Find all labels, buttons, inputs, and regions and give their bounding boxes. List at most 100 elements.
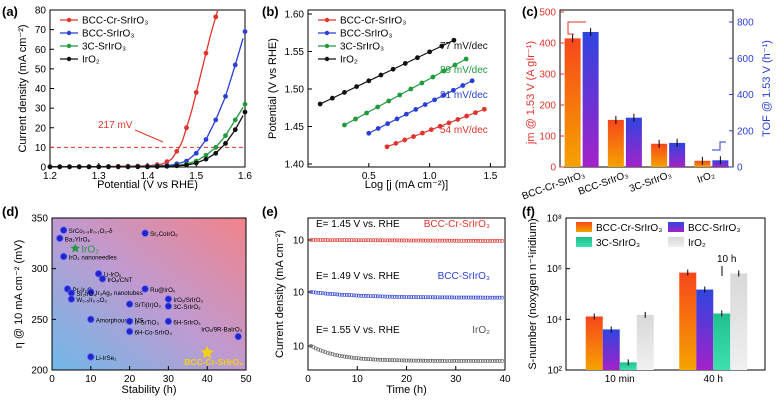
tafel-marker (408, 86, 414, 92)
axes-frame (559, 9, 734, 168)
stability-marker (495, 295, 500, 300)
stability-marker (478, 295, 483, 300)
category-label: BCC-Cr-SrIrO₃ (521, 169, 587, 202)
stability-marker (442, 238, 447, 243)
stability-marker (392, 294, 397, 299)
stability-marker (497, 359, 502, 363)
stability-marker (352, 293, 356, 298)
bar-s-number (636, 314, 654, 370)
stability-marker (416, 238, 421, 243)
literature-point-label: W₀.₅Ir₀.₅O₃ (76, 297, 107, 304)
literature-point-label: 6H-SrIrO₃ (173, 319, 201, 326)
stability-marker (449, 238, 454, 243)
x-tick-label: 1.3 (92, 171, 106, 182)
stability-marker (392, 358, 397, 363)
legend-label: 3C-SrIrO₃ (340, 42, 384, 53)
stability-marker (433, 238, 438, 243)
stability-marker (375, 294, 380, 299)
stability-marker (488, 238, 492, 243)
series-marker (232, 62, 238, 68)
tafel-marker (413, 106, 419, 112)
stability-marker (461, 295, 466, 300)
stability-marker (385, 294, 390, 299)
stability-marker (426, 238, 430, 243)
stability-marker (473, 295, 478, 300)
stability-marker (430, 295, 435, 300)
y-tick-label: 20 (35, 123, 47, 134)
stability-marker (440, 295, 445, 300)
axis-indicator-left (567, 21, 586, 35)
tafel-marker (366, 78, 372, 84)
stability-marker (332, 352, 337, 357)
stability-marker (399, 358, 404, 363)
tafel-marker (342, 122, 347, 128)
tafel-slope-label: 77 mV/dec (440, 41, 488, 52)
literature-point-label: Ir₃Ag₃ nanotubes (96, 290, 143, 297)
category-label: 40 h (704, 374, 723, 385)
tafel-marker (397, 92, 403, 98)
stability-marker (318, 348, 323, 353)
literature-point-label: SrCo₀.₉Ir₀.₁O₃-δ (69, 228, 113, 235)
x-tick-label: 1.6 (238, 171, 252, 182)
x-tick-label: 40 (202, 374, 214, 385)
x-tick-label: 1.4 (141, 171, 155, 182)
tafel-marker (422, 102, 428, 108)
stability-marker (390, 358, 395, 363)
series-marker (145, 164, 150, 170)
stability-marker (471, 238, 476, 243)
stability-marker (478, 359, 483, 363)
panel-label: (c) (522, 4, 538, 19)
legend-label: IrO₂ (688, 238, 706, 249)
stability-marker (340, 238, 344, 243)
literature-point-label: IrOₓ/9R-BaIrO₃ (201, 327, 242, 334)
tafel-marker (364, 110, 369, 116)
y-tick-label: 40 (35, 84, 47, 95)
panel-label: (a) (2, 4, 18, 19)
stability-marker (340, 354, 344, 359)
literature-point (141, 229, 149, 237)
literature-point-label: Ru@IrOₓ (150, 287, 176, 294)
literature-point-label: IrO₂ nanoneedles (69, 255, 117, 262)
stability-marker (371, 238, 375, 243)
stability-marker (445, 238, 449, 243)
series-marker (193, 150, 199, 156)
stability-marker (352, 238, 356, 243)
stability-marker (397, 294, 402, 299)
y-tick-label-left: 500 (539, 8, 556, 19)
series-marker (174, 163, 180, 169)
literature-point (164, 317, 173, 326)
y-tick-label: 1.60 (285, 10, 305, 21)
panel-label: (f) (522, 204, 535, 219)
tafel-marker (375, 104, 381, 110)
stability-marker (321, 349, 325, 354)
stability-marker (485, 359, 490, 363)
bar-s-number (585, 316, 603, 370)
panel-f-s-number: (f) 10² 10⁴ 10⁶ 10⁸ S-number (noxygen n⁻¹irid… (522, 204, 766, 385)
tafel-marker (354, 84, 360, 90)
stability-marker (430, 358, 435, 363)
stability-marker (476, 295, 481, 300)
legend-marker (324, 30, 330, 36)
stability-marker (325, 238, 330, 242)
legend-label: BCC-SrIrO₃ (82, 29, 134, 40)
panel-e-stability: (e) 0 10 20 30 40 10 10 10 Time (h) Current densit… (262, 204, 511, 396)
stability-marker (364, 357, 368, 361)
series-line (50, 106, 244, 167)
literature-point-label: Li-IrOₓ (104, 272, 122, 279)
stability-marker (385, 238, 390, 243)
y-axis-label: Potential (V vs RHE) (267, 38, 279, 139)
stability-marker (428, 358, 433, 363)
axes-frame (565, 217, 766, 371)
series-marker (213, 150, 219, 156)
literature-point (164, 302, 173, 310)
y-tick-label: 70 (35, 25, 47, 36)
stability-marker (476, 359, 481, 363)
y-tick-label: 1.45 (285, 122, 305, 133)
stability-marker (464, 238, 469, 243)
stability-marker (323, 238, 328, 242)
stability-marker (366, 357, 371, 362)
series-marker (164, 163, 170, 169)
tafel-marker (441, 68, 447, 74)
stability-marker (330, 352, 335, 357)
